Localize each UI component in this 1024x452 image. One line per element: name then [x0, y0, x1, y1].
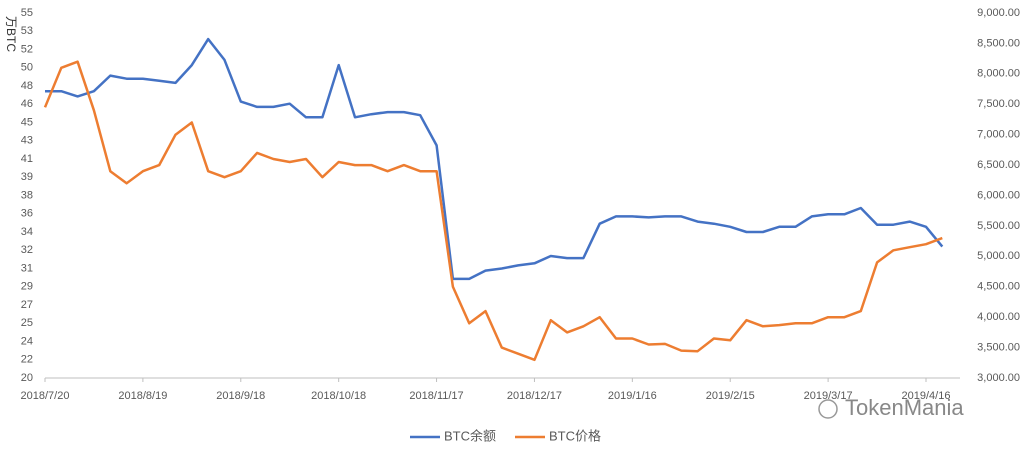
y-tick-label: 20	[21, 372, 33, 384]
y2-tick-label: 4,000.00	[977, 311, 1020, 323]
y2-tick-label: 6,000.00	[977, 189, 1020, 201]
series-line	[43, 60, 943, 362]
y-tick-label: 36	[21, 208, 33, 220]
y2-tick-label: 3,500.00	[977, 341, 1020, 353]
y-tick-label: 38	[21, 189, 33, 201]
y-tick-label: 41	[21, 153, 33, 165]
y2-tick-label: 9,000.00	[977, 7, 1020, 19]
y-tick-label: 53	[21, 25, 33, 37]
watermark-icon	[818, 399, 838, 419]
y2-tick-label: 5,500.00	[977, 220, 1020, 232]
y-tick-label: 43	[21, 135, 33, 147]
y2-tick-label: 7,500.00	[977, 98, 1020, 110]
y-axis-label: 万BTC	[4, 16, 18, 52]
y2-tick-label: 8,000.00	[977, 68, 1020, 80]
y-tick-label: 48	[21, 80, 33, 92]
watermark: TokenMania	[818, 395, 964, 420]
y-tick-label: 39	[21, 171, 33, 183]
y-tick-label: 34	[21, 226, 33, 238]
y2-tick-label: 5,000.00	[977, 250, 1020, 262]
y2-tick-label: 8,500.00	[977, 37, 1020, 49]
legend-label: BTC余额	[444, 428, 496, 443]
x-tick-label: 2018/12/17	[507, 390, 562, 402]
y-tick-label: 50	[21, 62, 33, 74]
y-tick-label: 31	[21, 262, 33, 274]
y-tick-label: 45	[21, 116, 33, 128]
y2-tick-label: 7,000.00	[977, 129, 1020, 141]
x-tick-label: 2018/8/19	[118, 390, 167, 402]
y-tick-label: 27	[21, 299, 33, 311]
y-tick-label: 46	[21, 98, 33, 110]
legend-label: BTC价格	[549, 428, 601, 443]
x-tick-label: 2018/11/17	[409, 390, 463, 402]
x-tick-label: 2019/2/15	[706, 390, 755, 402]
x-tick-label: 2018/7/20	[21, 390, 70, 402]
y2-tick-label: 3,000.00	[977, 372, 1020, 384]
y-tick-label: 55	[21, 7, 33, 19]
y-tick-label: 29	[21, 281, 33, 293]
x-tick-label: 2019/4/16	[902, 390, 951, 402]
y2-tick-label: 4,500.00	[977, 281, 1020, 293]
watermark-text: TokenMania	[845, 395, 964, 420]
y-tick-label: 24	[21, 335, 33, 347]
x-tick-label: 2018/10/18	[311, 390, 366, 402]
series-line	[45, 37, 944, 281]
y-tick-label: 22	[21, 354, 33, 366]
y-tick-label: 52	[21, 43, 33, 55]
y-tick-label: 25	[21, 317, 33, 329]
y2-tick-label: 6,500.00	[977, 159, 1020, 171]
x-tick-label: 2019/1/16	[608, 390, 657, 402]
y-tick-label: 32	[21, 244, 33, 256]
x-tick-label: 2018/9/18	[216, 390, 265, 402]
x-tick-label: 2019/3/17	[804, 390, 853, 402]
